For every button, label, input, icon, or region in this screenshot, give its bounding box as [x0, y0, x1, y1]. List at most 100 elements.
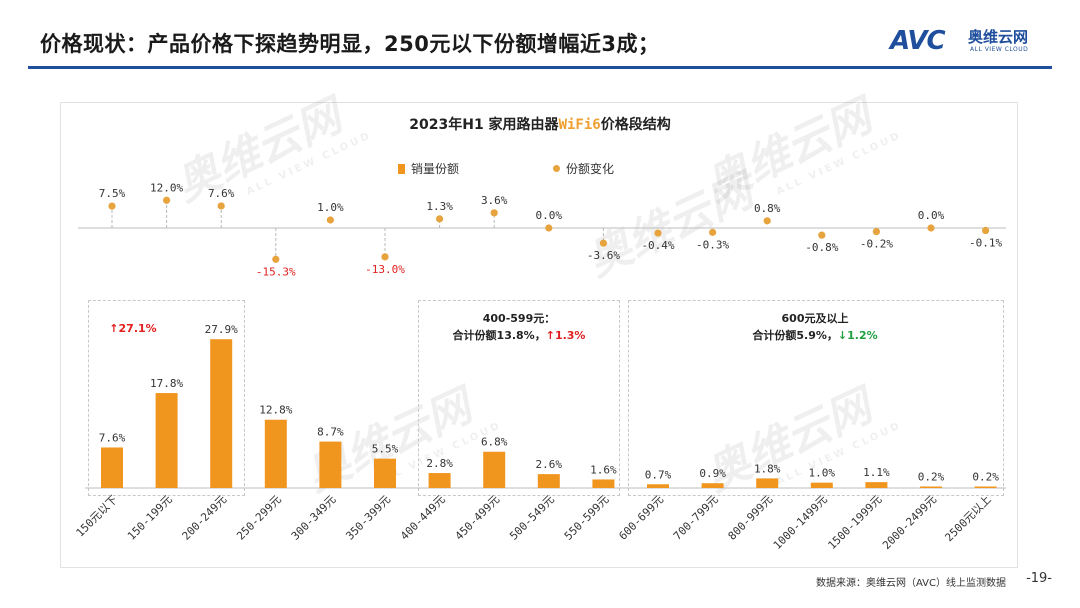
- change-label: -3.6%: [587, 249, 620, 262]
- x-tick-label: 400-449元: [398, 493, 448, 543]
- change-label: 0.0%: [918, 209, 945, 222]
- bar: [155, 393, 178, 488]
- bar-value-label: 17.8%: [150, 377, 183, 390]
- x-tick-label: 500-549元: [507, 493, 557, 543]
- bar-value-label: 5.5%: [372, 443, 399, 456]
- bar-value-label: 8.7%: [317, 426, 344, 439]
- change-label: 0.8%: [754, 202, 781, 215]
- bar: [810, 482, 833, 488]
- change-dot: [163, 196, 171, 204]
- change-dot: [709, 228, 717, 236]
- change-dot: [272, 255, 280, 263]
- change-dot: [545, 224, 553, 232]
- group1-annotation: ↑27.1%: [109, 322, 157, 335]
- change-label: 7.6%: [208, 187, 235, 200]
- x-tick-label: 700-799元: [671, 493, 721, 543]
- bar-value-label: 12.8%: [259, 404, 292, 417]
- x-tick-label: 1000-1499元: [771, 493, 830, 552]
- change-dot: [326, 216, 334, 224]
- bar: [865, 482, 888, 488]
- change-dot: [763, 217, 771, 225]
- bar: [701, 483, 724, 488]
- group3-annotation: 600元及以上 合计份额5.9%，↓1.2%: [700, 310, 930, 344]
- group-box-under-250: [88, 300, 245, 496]
- change-label: 1.3%: [426, 200, 453, 213]
- bar-value-label: 0.9%: [699, 467, 726, 480]
- bar: [210, 339, 233, 488]
- bar: [756, 478, 779, 488]
- header-divider: [28, 66, 1052, 69]
- bar-value-label: 0.2%: [972, 471, 999, 484]
- chart-title-suffix: 价格段结构: [600, 117, 671, 133]
- x-tick-label: 2500元以上: [942, 493, 993, 544]
- bar: [374, 458, 396, 488]
- change-label: -0.3%: [696, 238, 729, 251]
- group2-title: 400-599元：: [482, 312, 556, 325]
- bar: [428, 473, 451, 488]
- x-tick-label: 150-199元: [125, 493, 175, 543]
- x-tick-label: 600-699元: [616, 493, 666, 543]
- bar: [483, 451, 506, 488]
- bar: [264, 419, 287, 488]
- legend-dot: 份额变化: [553, 160, 614, 177]
- page-headline: 价格现状：产品价格下探趋势明显，250元以下份额增幅近3成；: [40, 32, 660, 56]
- legend-bar-swatch: [398, 164, 405, 174]
- x-tick-label: 450-499元: [453, 493, 503, 543]
- change-dot: [381, 253, 389, 261]
- change-label: 7.5%: [99, 187, 126, 200]
- bar: [974, 486, 997, 488]
- bar: [920, 486, 942, 488]
- change-dot: [927, 224, 935, 232]
- change-label: -0.2%: [860, 238, 893, 251]
- chart-frame: [60, 102, 1018, 568]
- change-dot: [599, 239, 608, 247]
- bar-value-label: 2.6%: [536, 458, 563, 471]
- x-tick-label: 300-349元: [289, 493, 339, 543]
- chart-title-wifi: WiFi6: [558, 117, 601, 133]
- x-tick-label: 550-599元: [562, 493, 612, 543]
- chart-title-prefix: 2023年H1 家用路由器: [409, 117, 559, 133]
- bar: [101, 447, 123, 488]
- change-dot: [872, 227, 881, 236]
- change-label: 12.0%: [150, 181, 183, 194]
- bar-value-label: 0.7%: [645, 468, 672, 481]
- legend-bar: 销量份额: [398, 160, 459, 177]
- data-source: 数据来源：奥维云网（AVC）线上监测数据: [815, 578, 1006, 589]
- x-tick-label: 350-399元: [343, 493, 393, 543]
- logo-mark: AVC: [890, 26, 946, 56]
- change-label: -0.8%: [805, 241, 838, 254]
- change-label: 3.6%: [481, 194, 508, 207]
- chart-title: 2023年H1 家用路由器WiFi6价格段结构: [0, 114, 1080, 134]
- bar-value-label: 27.9%: [205, 323, 238, 336]
- group-box-400-599: [418, 300, 620, 496]
- change-label: -0.1%: [969, 237, 1002, 250]
- group3-title: 600元及以上: [781, 312, 849, 325]
- change-dot: [436, 215, 444, 223]
- change-dot: [217, 202, 225, 210]
- change-dot: [108, 202, 116, 210]
- avc-logo: AVC 奥维云网 ALL VIEW CLOUD: [890, 22, 1060, 62]
- x-tick-label: 800-999元: [726, 493, 776, 543]
- bar: [537, 474, 560, 488]
- change-label: -13.0%: [365, 263, 405, 276]
- change-dot: [818, 231, 826, 239]
- change-label: 0.0%: [536, 209, 563, 222]
- change-label: 1.0%: [317, 201, 344, 214]
- bar-value-label: 1.1%: [863, 466, 890, 479]
- logo-cn-text: 奥维云网: [968, 28, 1029, 46]
- logo-en-text: ALL VIEW CLOUD: [970, 46, 1029, 53]
- change-dot: [654, 229, 662, 237]
- x-tick-label: 2000-2499元: [880, 493, 939, 552]
- bar-value-label: 1.8%: [754, 462, 781, 475]
- bar-value-label: 1.0%: [809, 467, 836, 480]
- bar-value-label: 1.6%: [590, 463, 617, 476]
- change-dot: [490, 209, 498, 217]
- x-tick-label: 150元以下: [74, 493, 121, 540]
- page-number: -19-: [1026, 571, 1052, 586]
- bar-value-label: 6.8%: [481, 436, 508, 449]
- x-tick-label: 200-249元: [180, 493, 230, 543]
- x-tick-label: 1500-1999元: [825, 493, 884, 552]
- bar: [319, 441, 342, 488]
- bar: [647, 484, 669, 488]
